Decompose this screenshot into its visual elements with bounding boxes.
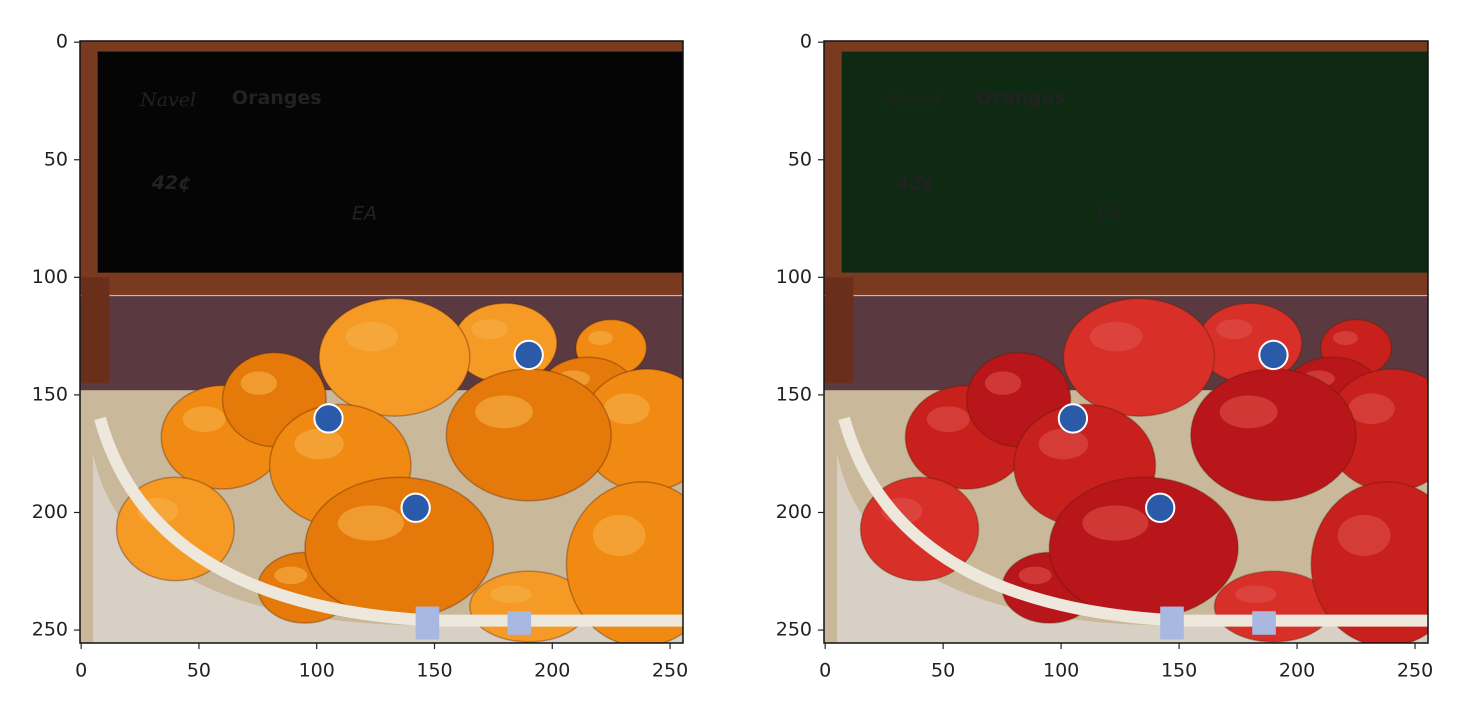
basket-rim (94, 416, 683, 627)
sign-board (841, 51, 1428, 273)
fruit-highlight (182, 406, 226, 433)
sign-text: EA (352, 202, 377, 224)
y-tick-label: 100 (776, 266, 812, 288)
x-tick-label: 50 (931, 660, 955, 682)
x-tick-label: 0 (819, 660, 831, 682)
x-tick-label: 200 (1279, 660, 1315, 682)
fruit-highlight (1337, 514, 1391, 556)
sticker (1258, 339, 1289, 371)
fruit-highlight (1348, 393, 1395, 425)
y-tick-label: 250 (32, 619, 68, 641)
post (825, 277, 854, 384)
fruit-highlight (1333, 330, 1358, 346)
axes-frame (79, 40, 684, 644)
sticker (1145, 492, 1176, 523)
fruit-highlight (1216, 319, 1253, 340)
fruit-highlight (588, 330, 613, 346)
sign-text: Navel (139, 89, 196, 111)
y-tick-label: 200 (32, 501, 68, 523)
x-tick-label: 150 (1161, 660, 1197, 682)
y-tick-label: 0 (56, 31, 68, 53)
fruit-highlight (490, 585, 532, 604)
sign-text: EA (1097, 202, 1122, 224)
y-tick-label: 0 (800, 31, 812, 53)
sticker (1057, 403, 1089, 434)
fruit-highlight (471, 319, 508, 340)
fruit (1190, 368, 1357, 502)
fruit-highlight (294, 428, 344, 460)
y-tick-label: 200 (776, 501, 812, 523)
fruit (1310, 481, 1428, 643)
sticker (313, 403, 344, 434)
price-clip (1160, 606, 1184, 640)
fruit-highlight (1038, 428, 1089, 460)
fruit (304, 476, 495, 620)
fruit (565, 481, 683, 643)
fruit-highlight (1089, 322, 1143, 352)
basket (92, 453, 683, 643)
sticker (400, 492, 431, 523)
sign-text: 42¢ (151, 172, 192, 194)
sign-text: 42¢ (895, 172, 936, 194)
fruit-highlight (1082, 505, 1149, 541)
image: Navel Oranges 42¢ EA (80, 41, 683, 643)
x-tick-label: 100 (299, 660, 335, 682)
y-tick-label: 250 (776, 619, 812, 641)
x-tick-label: 50 (187, 660, 211, 682)
fruit-highlight (926, 406, 970, 433)
x-tick-label: 150 (416, 660, 452, 682)
sticker (513, 339, 544, 371)
fruit-highlight (475, 395, 533, 429)
y-tick-label: 150 (776, 383, 812, 405)
x-tick-label: 100 (1043, 660, 1079, 682)
fruit-highlight (345, 322, 399, 352)
sign-board (97, 51, 683, 273)
sign-text: Oranges (232, 87, 322, 109)
y-tick-label: 150 (32, 383, 68, 405)
x-tick-label: 0 (75, 660, 87, 682)
fruit-highlight (274, 566, 308, 585)
fruit-highlight (592, 514, 646, 556)
price-clip (1252, 611, 1276, 635)
price-clip (507, 611, 532, 635)
fruit-highlight (1235, 585, 1277, 604)
fruit-highlight (240, 371, 277, 395)
fruit (1048, 476, 1239, 620)
basket-rim (838, 416, 1428, 627)
fruit-highlight (337, 505, 404, 541)
y-tick-label: 100 (32, 266, 68, 288)
fruit (1062, 297, 1216, 417)
fruit (445, 368, 612, 502)
sign-text: Navel (883, 89, 940, 111)
fruit-highlight (984, 371, 1022, 395)
fruit-highlight (1219, 395, 1278, 429)
fruit-highlight (603, 393, 650, 425)
fruit (318, 297, 471, 417)
sign-text: Oranges (976, 87, 1066, 109)
y-tick-label: 50 (788, 148, 812, 170)
x-tick-label: 200 (534, 660, 570, 682)
axes-frame (823, 40, 1429, 644)
image: Navel Oranges 42¢ EA (824, 41, 1428, 643)
post (81, 277, 110, 384)
fruit-highlight (1018, 566, 1052, 585)
price-clip (415, 606, 440, 640)
basket (836, 453, 1428, 643)
x-tick-label: 250 (1397, 660, 1433, 682)
x-tick-label: 250 (652, 660, 688, 682)
y-tick-label: 50 (44, 148, 68, 170)
